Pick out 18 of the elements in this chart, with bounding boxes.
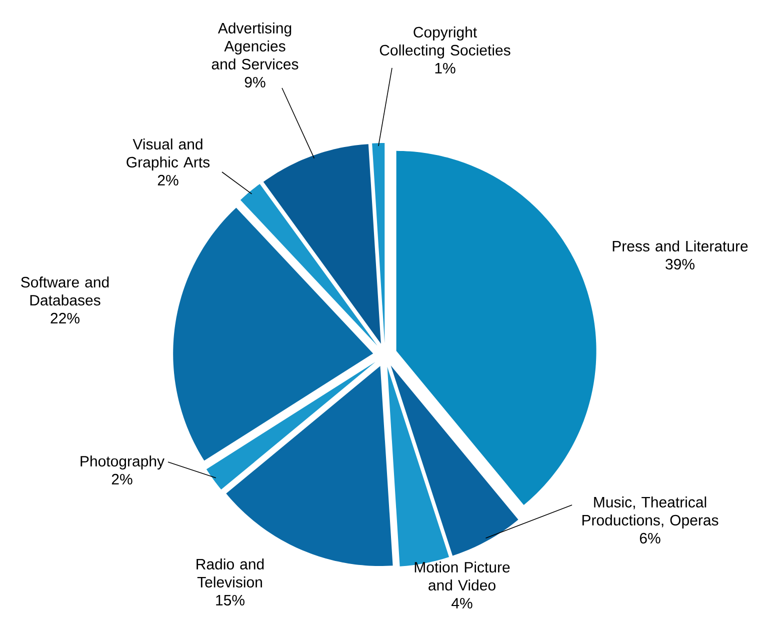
data-label: 2% (112, 474, 132, 484)
data-label: 2% (158, 174, 178, 186)
slice-label: Photography (80, 456, 164, 470)
slice-label: Copyright Collecting Societies (380, 26, 510, 58)
slice-label: Press and Literature (612, 240, 748, 252)
slice-label: Software and Databases (21, 276, 109, 306)
data-label: 15% (216, 594, 244, 606)
slice-label: Motion Picture and Video (414, 562, 510, 591)
slice-label: Music, Theatrical Productions, Operas (582, 496, 718, 528)
data-label: 22% (50, 312, 80, 324)
data-label: 9% (244, 76, 266, 88)
data-label: 4% (452, 598, 472, 608)
data-label: 39% (666, 258, 694, 270)
slice-label: Radio and Television (196, 558, 264, 588)
slice-label: Advertising Agencies and Services (212, 22, 298, 70)
data-label: 6% (640, 532, 660, 544)
data-label: 1% (435, 62, 456, 74)
slice-label: Visual and Graphic Arts (126, 138, 210, 170)
